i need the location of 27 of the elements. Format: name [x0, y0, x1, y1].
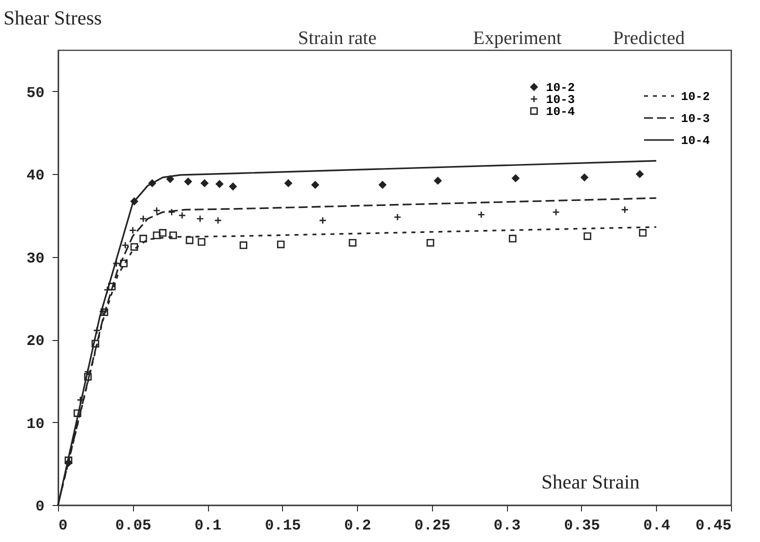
- y-axis-title: Shear Stress: [4, 8, 102, 30]
- x-tick-label: 0.3: [494, 518, 521, 534]
- x-tick-label: 0.45: [695, 518, 732, 534]
- legend-label: 10-3: [546, 93, 575, 107]
- x-tick-label: 0.15: [264, 518, 301, 534]
- y-tick-label: 20: [26, 333, 44, 350]
- y-tick-label: 0: [35, 498, 44, 516]
- x-tick-label: 0.4: [643, 518, 670, 534]
- text: Predicted: [613, 28, 686, 49]
- y-tick-label: 30: [26, 250, 44, 268]
- y-tick-label: 10: [26, 416, 44, 433]
- legend-label: 10-2: [546, 81, 575, 95]
- x-axis-title: Shear Strain: [541, 472, 640, 494]
- x-tick-label: 0.35: [564, 518, 600, 534]
- text: Experiment: [473, 28, 562, 49]
- legend-label: 10-2: [681, 90, 710, 104]
- text: Strain rate: [298, 28, 377, 49]
- x-tick-label: 0.2: [344, 518, 372, 534]
- legend-label: 10-4: [546, 105, 575, 119]
- x-tick-label: 0: [58, 518, 68, 534]
- x-tick-label: 0.1: [194, 518, 222, 534]
- x-tick-label: 0.05: [115, 518, 152, 534]
- legend-label: 10-4: [681, 134, 710, 148]
- legend-label: 10-3: [681, 112, 710, 126]
- x-tick-label: 0.25: [414, 518, 450, 534]
- y-tick-label: 40: [26, 168, 44, 185]
- y-tick-label: 50: [26, 84, 44, 102]
